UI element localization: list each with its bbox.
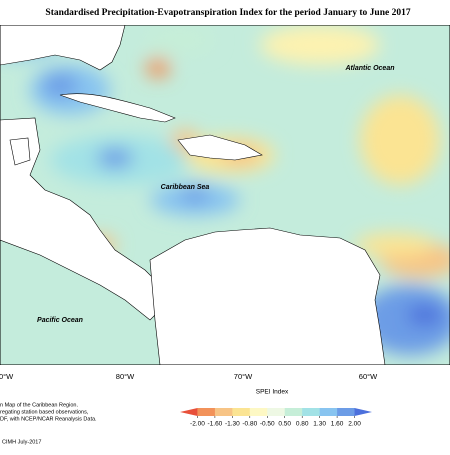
legend-swatch bbox=[197, 408, 216, 416]
sea-label: Caribbean Sea bbox=[161, 184, 210, 191]
longitude-labels: 90°W 80°W 70°W 60°W bbox=[0, 372, 378, 381]
legend-swatch bbox=[180, 408, 198, 416]
legend-swatch bbox=[232, 408, 251, 416]
legend-tick-label: -0.80 bbox=[242, 421, 257, 428]
legend-title: SPEI Index bbox=[256, 389, 289, 396]
legend-swatch bbox=[319, 408, 338, 416]
legend-tick-label: -1.30 bbox=[225, 421, 240, 428]
legend: -2.00 -1.60 -1.30 -0.80 -0.50 0.50 0.80 1.30 1.6… bbox=[180, 408, 372, 428]
legend-swatch bbox=[354, 408, 372, 416]
footnote-line: DF, with NCEP/NCAR Reanalysis Data. bbox=[0, 416, 97, 422]
longitude-label: 90°W bbox=[0, 372, 14, 381]
longitude-label: 60°W bbox=[359, 372, 378, 381]
land bbox=[0, 25, 386, 365]
legend-tick-label: -0.50 bbox=[260, 421, 275, 428]
legend-swatch bbox=[214, 408, 233, 416]
ocean-label: Atlantic Ocean bbox=[344, 65, 394, 72]
map-area bbox=[0, 25, 450, 365]
legend-swatch bbox=[302, 408, 320, 416]
legend-tick-label: 2.00 bbox=[348, 421, 361, 428]
legend-tick-label: -2.00 bbox=[190, 421, 205, 428]
legend-tick-label: 1.30 bbox=[313, 421, 326, 428]
legend-swatch bbox=[284, 408, 303, 416]
footnote-line: n Map of the Caribbean Region. bbox=[0, 402, 78, 408]
credit: CIMH July-2017 bbox=[2, 439, 41, 445]
legend-tick-label: 0.80 bbox=[296, 421, 309, 428]
legend-swatch bbox=[337, 408, 355, 416]
legend-tick-label: 0.50 bbox=[278, 421, 291, 428]
longitude-label: 70°W bbox=[234, 372, 253, 381]
ocean-label: Pacific Ocean bbox=[37, 317, 83, 324]
legend-swatch bbox=[267, 408, 286, 416]
footnote: n Map of the Caribbean Region.regating s… bbox=[0, 402, 97, 422]
footnote-line: regating station based observations, bbox=[0, 409, 89, 415]
legend-tick-label: 1.60 bbox=[331, 421, 344, 428]
longitude-label: 80°W bbox=[116, 372, 135, 381]
legend-tick-label: -1.60 bbox=[207, 421, 222, 428]
legend-swatch bbox=[249, 408, 268, 416]
map-title: Standardised Precipitation-Evapotranspir… bbox=[45, 8, 410, 18]
